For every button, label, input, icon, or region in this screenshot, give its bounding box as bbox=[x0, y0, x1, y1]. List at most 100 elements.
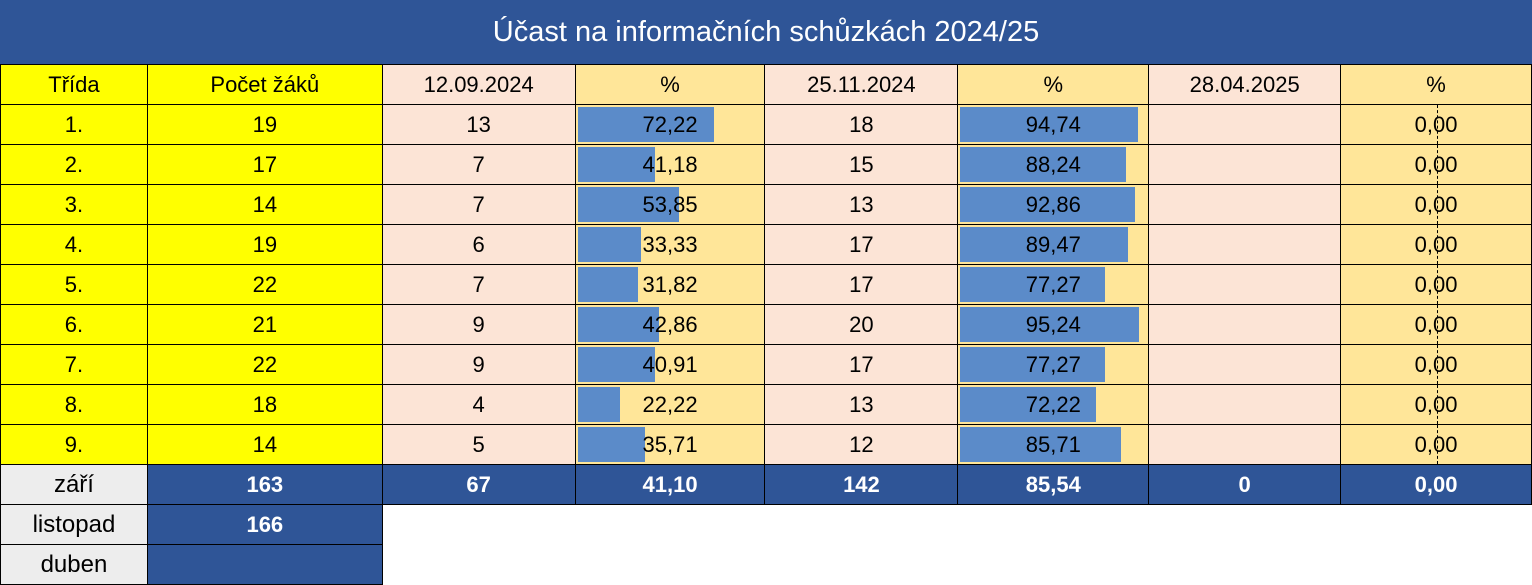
cell-trida[interactable]: 9. bbox=[0, 424, 148, 465]
cell-count-2[interactable]: 13 bbox=[764, 184, 959, 225]
cell-count-1[interactable]: 9 bbox=[381, 344, 576, 385]
cell-count-2[interactable]: 17 bbox=[764, 264, 959, 305]
cell-pct-1[interactable]: 41,18 bbox=[574, 144, 766, 185]
cell-pct-3[interactable]: 0,00 bbox=[1340, 384, 1532, 425]
cell-count-1[interactable]: 13 bbox=[381, 104, 576, 145]
cell-pct-3[interactable]: 0,00 bbox=[1340, 104, 1532, 145]
header-trida[interactable]: Třída bbox=[0, 64, 148, 105]
cell-pct-2[interactable]: 92,86 bbox=[957, 184, 1150, 225]
cell-count-2[interactable]: 12 bbox=[764, 424, 959, 465]
cell-count-3[interactable] bbox=[1148, 144, 1342, 185]
cell-count-3[interactable] bbox=[1148, 344, 1342, 385]
cell-pct-1[interactable]: 31,82 bbox=[574, 264, 766, 305]
cell-count-1[interactable]: 6 bbox=[381, 224, 576, 265]
cell-trida[interactable]: 7. bbox=[0, 344, 148, 385]
cell-trida[interactable]: 1. bbox=[0, 104, 148, 145]
cell-pct-3[interactable]: 0,00 bbox=[1340, 184, 1532, 225]
cell-pct-1[interactable]: 40,91 bbox=[574, 344, 766, 385]
cell-count-3[interactable] bbox=[1148, 224, 1342, 265]
cell-pct-1[interactable]: 33,33 bbox=[574, 224, 766, 265]
cell-count-1[interactable]: 9 bbox=[381, 304, 576, 345]
cell-count-3[interactable] bbox=[1148, 104, 1342, 145]
cell-count-2[interactable]: 20 bbox=[764, 304, 959, 345]
cell-pct-3[interactable]: 0,00 bbox=[1340, 344, 1532, 385]
cell-count-2[interactable]: 18 bbox=[764, 104, 959, 145]
cell-count-2[interactable]: 15 bbox=[764, 144, 959, 185]
cell-pocet-zaku[interactable]: 22 bbox=[146, 264, 383, 305]
cell-pct-1[interactable]: 72,22 bbox=[574, 104, 766, 145]
axis-line bbox=[1437, 225, 1439, 264]
cell-count-3[interactable] bbox=[1148, 384, 1342, 425]
summary-c1[interactable]: 67 bbox=[381, 464, 576, 505]
cell-pocet-zaku[interactable]: 21 bbox=[146, 304, 383, 345]
cell-pocet-zaku[interactable]: 19 bbox=[146, 224, 383, 265]
cell-pct-2[interactable]: 89,47 bbox=[957, 224, 1150, 265]
data-bar bbox=[960, 427, 1122, 462]
header-date-1[interactable]: 12.09.2024 bbox=[381, 64, 576, 105]
cell-pct-3[interactable]: 0,00 bbox=[1340, 424, 1532, 465]
header-date-2[interactable]: 25.11.2024 bbox=[764, 64, 959, 105]
summary-pocet[interactable]: 163 bbox=[146, 464, 383, 505]
cell-pct-2[interactable]: 85,71 bbox=[957, 424, 1150, 465]
header-pct-3[interactable]: % bbox=[1340, 64, 1532, 105]
cell-pct-1[interactable]: 42,86 bbox=[574, 304, 766, 345]
header-pct-2[interactable]: % bbox=[957, 64, 1150, 105]
cell-pocet-zaku[interactable]: 17 bbox=[146, 144, 383, 185]
header-row: Třída Počet žáků 12.09.2024 % 25.11.2024… bbox=[0, 64, 1532, 105]
cell-trida[interactable]: 2. bbox=[0, 144, 148, 185]
cell-pocet-zaku[interactable]: 22 bbox=[146, 344, 383, 385]
cell-trida[interactable]: 6. bbox=[0, 304, 148, 345]
cell-trida[interactable]: 3. bbox=[0, 184, 148, 225]
cell-count-3[interactable] bbox=[1148, 304, 1342, 345]
cell-pct-3[interactable]: 0,00 bbox=[1340, 144, 1532, 185]
summary-label[interactable]: září bbox=[0, 464, 148, 505]
summary-row: listopad 166 bbox=[0, 504, 1532, 545]
pct-value: 0,00 bbox=[1414, 391, 1458, 417]
cell-pocet-zaku[interactable]: 14 bbox=[146, 424, 383, 465]
cell-pct-1[interactable]: 35,71 bbox=[574, 424, 766, 465]
cell-pct-3[interactable]: 0,00 bbox=[1340, 304, 1532, 345]
summary-p3[interactable]: 0,00 bbox=[1340, 464, 1532, 505]
cell-pct-2[interactable]: 88,24 bbox=[957, 144, 1150, 185]
summary-pocet[interactable]: 166 bbox=[146, 504, 383, 545]
cell-pct-1[interactable]: 53,85 bbox=[574, 184, 766, 225]
summary-label[interactable]: listopad bbox=[0, 504, 148, 545]
header-pct-1[interactable]: % bbox=[574, 64, 766, 105]
empty-cell bbox=[575, 544, 765, 585]
cell-pct-2[interactable]: 77,27 bbox=[957, 264, 1150, 305]
cell-count-2[interactable]: 17 bbox=[764, 344, 959, 385]
summary-label[interactable]: duben bbox=[0, 544, 148, 585]
data-bar bbox=[577, 227, 641, 262]
cell-count-3[interactable] bbox=[1148, 264, 1342, 305]
cell-trida[interactable]: 4. bbox=[0, 224, 148, 265]
cell-pct-2[interactable]: 94,74 bbox=[957, 104, 1150, 145]
pct-value: 22,22 bbox=[642, 391, 698, 417]
summary-c2[interactable]: 142 bbox=[764, 464, 959, 505]
cell-count-1[interactable]: 5 bbox=[381, 424, 576, 465]
cell-pct-3[interactable]: 0,00 bbox=[1340, 224, 1532, 265]
cell-pct-2[interactable]: 77,27 bbox=[957, 344, 1150, 385]
header-pocet-zaku[interactable]: Počet žáků bbox=[146, 64, 383, 105]
cell-pocet-zaku[interactable]: 19 bbox=[146, 104, 383, 145]
cell-count-1[interactable]: 7 bbox=[381, 184, 576, 225]
cell-pct-3[interactable]: 0,00 bbox=[1340, 264, 1532, 305]
cell-count-3[interactable] bbox=[1148, 424, 1342, 465]
cell-pocet-zaku[interactable]: 14 bbox=[146, 184, 383, 225]
cell-count-3[interactable] bbox=[1148, 184, 1342, 225]
cell-count-1[interactable]: 7 bbox=[381, 264, 576, 305]
cell-count-1[interactable]: 7 bbox=[381, 144, 576, 185]
cell-count-1[interactable]: 4 bbox=[381, 384, 576, 425]
cell-count-2[interactable]: 17 bbox=[764, 224, 959, 265]
cell-count-2[interactable]: 13 bbox=[764, 384, 959, 425]
summary-p1[interactable]: 41,10 bbox=[574, 464, 766, 505]
cell-pocet-zaku[interactable]: 18 bbox=[146, 384, 383, 425]
summary-p2[interactable]: 85,54 bbox=[957, 464, 1150, 505]
cell-trida[interactable]: 5. bbox=[0, 264, 148, 305]
summary-c3[interactable]: 0 bbox=[1148, 464, 1342, 505]
cell-pct-1[interactable]: 22,22 bbox=[574, 384, 766, 425]
cell-trida[interactable]: 8. bbox=[0, 384, 148, 425]
header-date-3[interactable]: 28.04.2025 bbox=[1148, 64, 1342, 105]
summary-pocet[interactable] bbox=[146, 544, 383, 585]
cell-pct-2[interactable]: 72,22 bbox=[957, 384, 1150, 425]
cell-pct-2[interactable]: 95,24 bbox=[957, 304, 1150, 345]
